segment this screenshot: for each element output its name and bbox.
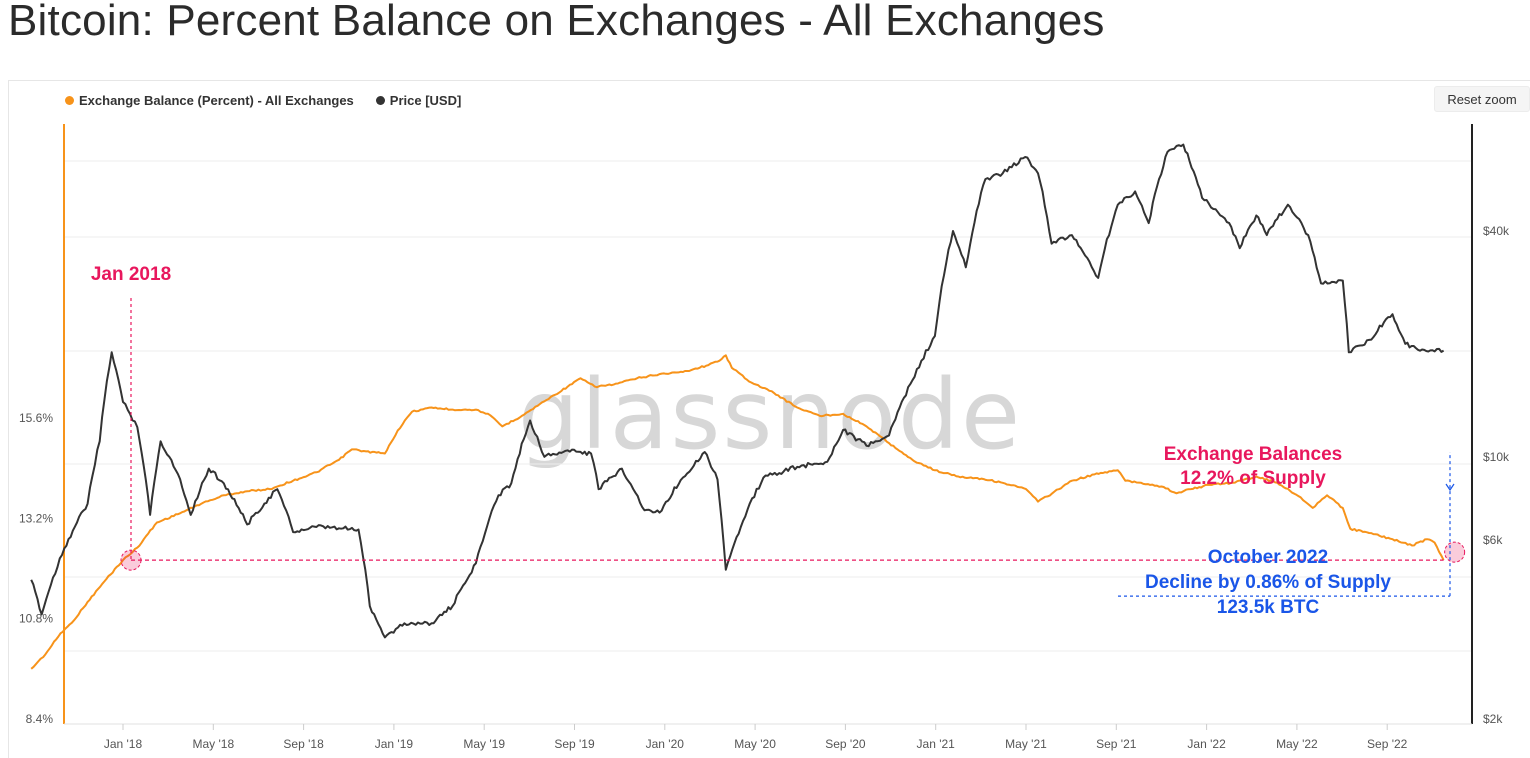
x-tick-label: Sep '20 xyxy=(825,737,866,751)
y-left-tick-label: 8.4% xyxy=(26,712,54,726)
x-tick-label: May '20 xyxy=(734,737,776,751)
decline-arrow-icon xyxy=(1445,483,1455,492)
x-tick-label: Jan '22 xyxy=(1187,737,1226,751)
y-left-tick-label: 10.8% xyxy=(19,612,53,626)
x-axis: Jan '18 May '18 Sep '18 Jan '19 May '19 Sep '… xyxy=(64,723,1472,751)
decline-label-line2: Decline by 0.86% of Supply xyxy=(1145,572,1391,593)
x-tick-label: Sep '19 xyxy=(554,737,595,751)
chart-legend: Exchange Balance (Percent) - All Exchang… xyxy=(65,93,461,108)
balance-label-line2: 12.2% of Supply xyxy=(1180,468,1326,489)
gridlines xyxy=(64,160,1472,652)
x-tick-label: May '19 xyxy=(463,737,505,751)
page-title: Bitcoin: Percent Balance on Exchanges - … xyxy=(8,0,1105,45)
exchange-balance-line xyxy=(30,354,1445,670)
x-tick-label: Jan '20 xyxy=(646,737,685,751)
y-right-tick-label: $2k xyxy=(1483,712,1503,726)
watermark-text: glassnode xyxy=(518,359,1022,471)
legend-dot-icon xyxy=(65,96,74,105)
x-tick-label: Sep '22 xyxy=(1367,737,1408,751)
x-tick-label: Sep '18 xyxy=(283,737,324,751)
y-axis-left: 15.6% 13.2% 10.8% 8.4% xyxy=(19,124,65,726)
legend-item-price[interactable]: Price [USD] xyxy=(375,93,462,108)
balance-label-line1: Exchange Balances xyxy=(1164,444,1342,465)
x-tick-label: Jan '18 xyxy=(104,737,143,751)
x-tick-label: May '21 xyxy=(1005,737,1047,751)
x-tick-label: May '18 xyxy=(192,737,234,751)
y-right-tick-label: $10k xyxy=(1483,450,1510,464)
x-tick-label: Jan '19 xyxy=(375,737,414,751)
legend-dot-icon xyxy=(375,96,385,105)
decline-label-line3: 123.5k BTC xyxy=(1217,597,1320,618)
series-lines xyxy=(30,143,1445,670)
y-right-tick-label: $40k xyxy=(1483,224,1510,238)
jan2018-label: Jan 2018 xyxy=(91,264,171,285)
x-tick-label: Jan '21 xyxy=(917,737,956,751)
legend-item-exchange-balance[interactable]: Exchange Balance (Percent) - All Exchang… xyxy=(65,93,354,108)
annotations: Jan 2018 Exchange Balances 12.2% of Supply… xyxy=(91,264,1466,618)
y-left-tick-label: 13.2% xyxy=(19,511,53,525)
y-right-tick-label: $6k xyxy=(1483,533,1503,547)
x-tick-label: May '22 xyxy=(1276,737,1318,751)
y-left-tick-label: 15.6% xyxy=(19,411,53,425)
y-axis-right: $40k $10k $6k $2k xyxy=(1471,124,1510,726)
oct2022-highlight-circle xyxy=(1444,541,1466,563)
chart-frame xyxy=(8,80,1530,758)
legend-label: Price [USD] xyxy=(389,93,462,108)
decline-label-line1: October 2022 xyxy=(1208,547,1328,568)
price-line xyxy=(30,143,1445,639)
legend-label: Exchange Balance (Percent) - All Exchang… xyxy=(79,93,354,108)
jan2018-highlight-circle xyxy=(120,549,142,571)
x-tick-label: Sep '21 xyxy=(1096,737,1137,751)
